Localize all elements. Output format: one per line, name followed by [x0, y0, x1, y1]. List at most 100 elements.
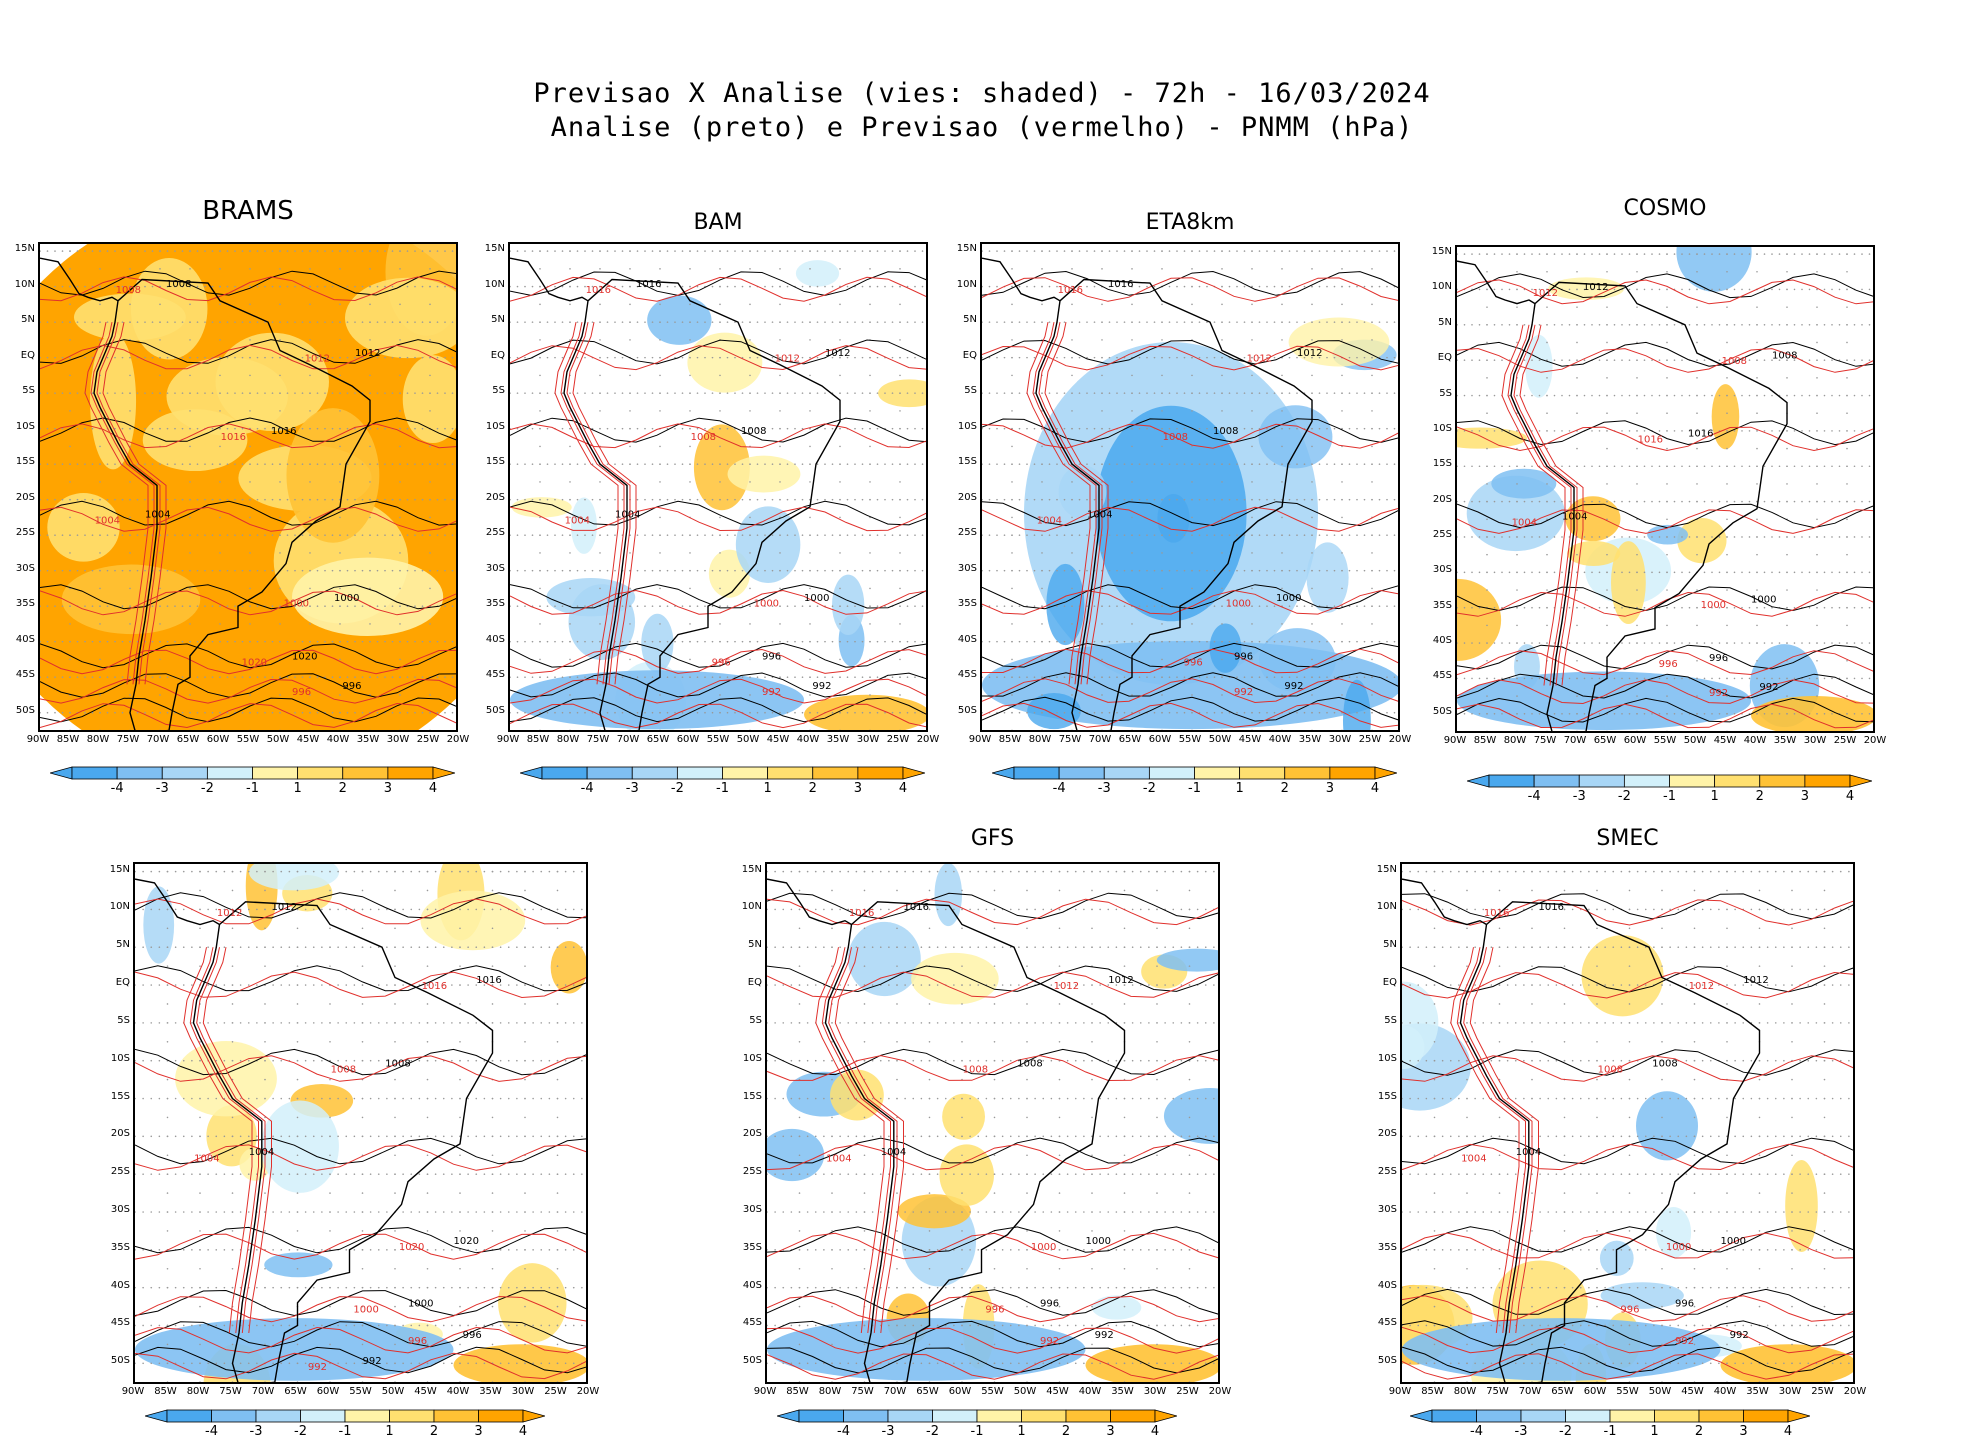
contour-label-forecast: 1016	[1638, 434, 1663, 445]
contour-label-forecast: 992	[762, 687, 781, 698]
colorbar-label: -3	[1569, 789, 1589, 804]
lat-tick-label: 5S	[477, 385, 505, 396]
contour-label-analysis: 1016	[904, 902, 929, 913]
lat-tick-label: 10N	[734, 901, 762, 912]
colorbar-segment	[434, 1410, 479, 1422]
lat-tick-label: 5N	[477, 314, 505, 325]
contour-label-analysis: 1020	[454, 1236, 479, 1247]
contour-label-forecast: 992	[1675, 1336, 1694, 1347]
contour-label-forecast: 996	[292, 687, 311, 698]
lat-tick-label: 50S	[1424, 706, 1452, 717]
colorbar-segment	[253, 767, 298, 779]
lat-tick-label: 15N	[1369, 864, 1397, 875]
contour-label-analysis: 996	[1040, 1298, 1059, 1309]
lon-tick-label: 70W	[143, 734, 173, 745]
lat-tick-label: 25S	[949, 527, 977, 538]
bias-shading	[1046, 564, 1084, 645]
lon-tick-label: 25W	[1830, 735, 1860, 746]
contour-label-forecast: 1000	[1666, 1242, 1691, 1253]
colorbar-label: 3	[1320, 781, 1340, 796]
colorbar-segment	[1330, 767, 1375, 779]
lat-tick-label: 15S	[102, 1091, 130, 1102]
lon-tick-label: 75W	[1483, 1386, 1513, 1397]
lat-tick-label: 20S	[1369, 1128, 1397, 1139]
colorbar-label: -1	[243, 781, 263, 796]
lon-tick-label: 20W	[573, 1386, 603, 1397]
map-canvas: 1012101210161016100810081004100410201020…	[135, 864, 588, 1384]
lat-tick-label: 15N	[734, 864, 762, 875]
central-america-outline	[767, 879, 852, 924]
lon-tick-label: 40W	[1075, 1386, 1105, 1397]
lat-tick-label: 35S	[102, 1242, 130, 1253]
lat-tick-label: 10N	[102, 901, 130, 912]
contour-label-analysis: 1000	[804, 593, 829, 604]
contour-label-analysis: 992	[1095, 1330, 1114, 1341]
contour-label-forecast: 1016	[422, 981, 447, 992]
colorbar-segment	[256, 1410, 301, 1422]
lat-tick-label: 15S	[949, 456, 977, 467]
lon-tick-label: 80W	[1450, 1386, 1480, 1397]
lat-tick-label: 5N	[1424, 317, 1452, 328]
lon-tick-label: 65W	[173, 734, 203, 745]
forecast-isobar	[1457, 592, 1875, 616]
contour-label-analysis: 1004	[249, 1147, 274, 1158]
map-canvas: 1016101610121012100810081004100410001000…	[510, 244, 928, 732]
colorbar-arrow-low	[1410, 1410, 1432, 1422]
contour-label-forecast: 996	[985, 1305, 1004, 1316]
lat-tick-label: 20S	[7, 492, 35, 503]
colorbar-segment	[1521, 1410, 1566, 1422]
contour-label-analysis: 1000	[334, 593, 359, 604]
lat-tick-label: 40S	[7, 634, 35, 645]
contour-label-forecast: 1004	[826, 1153, 851, 1164]
contour-label-analysis: 1016	[636, 279, 661, 290]
lon-tick-label: 75W	[583, 734, 613, 745]
colorbar-segment	[388, 767, 433, 779]
contour-label-analysis: 996	[463, 1330, 482, 1341]
contour-label-forecast: 992	[1040, 1336, 1059, 1347]
colorbar-label: -2	[1139, 781, 1159, 796]
contour-label-forecast: 1008	[691, 432, 716, 443]
forecast-isobar	[982, 278, 1400, 302]
lat-tick-label: 10S	[949, 421, 977, 432]
lon-tick-label: 20W	[1205, 1386, 1235, 1397]
forecast-isobar	[1457, 280, 1875, 304]
colorbar-segment	[1534, 775, 1579, 787]
lon-tick-label: 60W	[1580, 1386, 1610, 1397]
lat-tick-label: 30S	[734, 1204, 762, 1215]
lat-tick-label: EQ	[7, 350, 35, 361]
bias-shading	[175, 1041, 277, 1116]
contour-label-forecast: 1004	[1037, 515, 1062, 526]
lat-tick-label: 30S	[102, 1204, 130, 1215]
colorbar-label: -1	[713, 781, 733, 796]
colorbar-arrow-low	[50, 767, 72, 779]
colorbar-segment	[1670, 775, 1715, 787]
bias-shading	[641, 614, 673, 673]
bias-shading	[1457, 579, 1501, 661]
lon-tick-label: 55W	[1613, 1386, 1643, 1397]
lon-tick-label: 90W	[965, 734, 995, 745]
lon-tick-label: 35W	[823, 734, 853, 745]
lon-tick-label: 80W	[553, 734, 583, 745]
colorbar-label: -4	[1524, 789, 1544, 804]
contour-label-forecast: 1012	[775, 354, 800, 365]
lon-tick-label: 45W	[1710, 735, 1740, 746]
colorbar-label: -3	[878, 1424, 898, 1439]
lon-tick-label: 45W	[763, 734, 793, 745]
colorbar-label: -4	[1049, 781, 1069, 796]
contour-label-analysis: 1008	[1017, 1058, 1042, 1069]
colorbar-label: 2	[1750, 789, 1770, 804]
lat-tick-label: 10N	[1369, 901, 1397, 912]
lon-tick-label: 90W	[1385, 1386, 1415, 1397]
contour-label-forecast: 1004	[95, 515, 120, 526]
lon-tick-label: 30W	[1800, 735, 1830, 746]
colorbar-label: 1	[1645, 1424, 1665, 1439]
lon-tick-label: 70W	[880, 1386, 910, 1397]
lat-tick-label: 10S	[102, 1053, 130, 1064]
lat-tick-label: 45S	[1369, 1317, 1397, 1328]
colorbar-arrow-low	[992, 767, 1014, 779]
colorbar-arrow-low	[520, 767, 542, 779]
colorbar-label: 1	[1230, 781, 1250, 796]
lon-tick-label: 55W	[233, 734, 263, 745]
